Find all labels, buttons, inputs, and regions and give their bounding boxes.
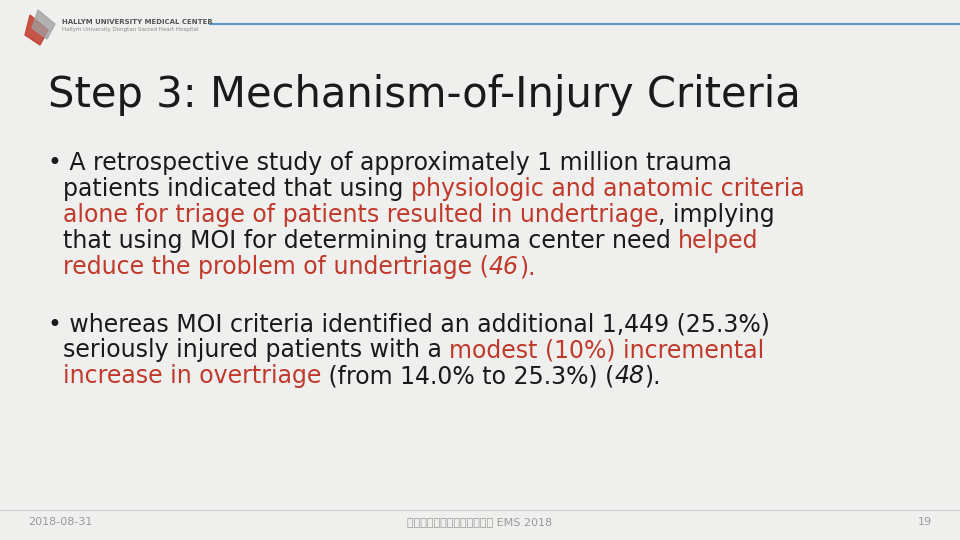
Text: increase in overtriage: increase in overtriage [48, 364, 322, 388]
Text: Hallym University Dongtan Sacred Heart Hospital: Hallym University Dongtan Sacred Heart H… [62, 28, 199, 32]
Text: modest (10%) incremental: modest (10%) incremental [449, 338, 764, 362]
Text: Step 3: Mechanism-of-Injury Criteria: Step 3: Mechanism-of-Injury Criteria [48, 74, 801, 116]
Text: , implying: , implying [659, 203, 775, 227]
Text: 19: 19 [918, 517, 932, 527]
Polygon shape [32, 10, 55, 39]
Text: • A retrospective study of approximately 1 million trauma: • A retrospective study of approximately… [48, 151, 732, 175]
Text: • whereas MOI criteria identified an additional 1,449 (25.3%): • whereas MOI criteria identified an add… [48, 312, 770, 336]
Text: that using MOI for determining trauma center need: that using MOI for determining trauma ce… [48, 229, 679, 253]
Text: helped: helped [679, 229, 758, 253]
Text: 48: 48 [614, 364, 644, 388]
Text: reduce the problem of undertriage (: reduce the problem of undertriage ( [48, 255, 489, 279]
Polygon shape [25, 15, 48, 45]
Text: ).: ). [518, 255, 536, 279]
Text: physiologic and anatomic criteria: physiologic and anatomic criteria [411, 177, 804, 201]
Text: alone for triage of patients resulted in undertriage: alone for triage of patients resulted in… [48, 203, 659, 227]
Text: patients indicated that using: patients indicated that using [48, 177, 411, 201]
Text: seriously injured patients with a: seriously injured patients with a [48, 338, 449, 362]
Text: 2018-08-31: 2018-08-31 [28, 517, 92, 527]
Text: 46: 46 [489, 255, 518, 279]
Text: (from 14.0% to 25.3%) (: (from 14.0% to 25.3%) ( [322, 364, 614, 388]
Text: HALLYM UNIVERSITY MEDICAL CENTER: HALLYM UNIVERSITY MEDICAL CENTER [62, 19, 213, 25]
Text: 대한응급의료지도의사협의회 EMS 2018: 대한응급의료지도의사협의회 EMS 2018 [407, 517, 553, 527]
Text: ).: ). [644, 364, 661, 388]
